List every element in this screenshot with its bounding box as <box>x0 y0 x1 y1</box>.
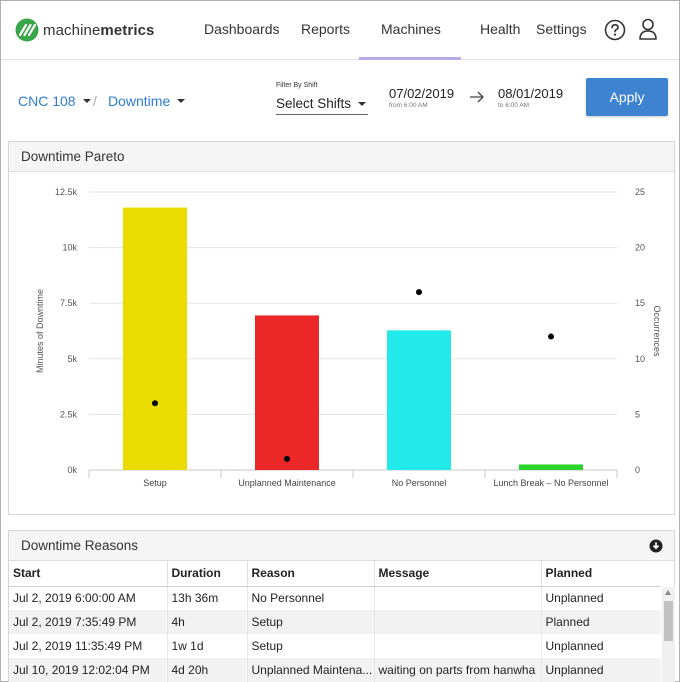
start-date[interactable]: 07/02/2019 <box>389 86 455 101</box>
table-row[interactable]: Jul 2, 2019 6:00:00 AM 13h 36m No Person… <box>9 586 661 610</box>
y-tick-label: 2.5k <box>60 409 78 419</box>
cell-duration: 4h <box>167 610 248 634</box>
bar-setup <box>123 207 187 470</box>
shift-select-value: Select Shifts <box>276 96 352 111</box>
cell-start: Jul 10, 2019 12:02:04 PM <box>9 658 168 682</box>
report-selector[interactable]: Downtime <box>108 93 186 109</box>
downtime-pareto-panel: Downtime Pareto 0k 2.5k 5k 7.5k 10k 12.5k 0 5 10… <box>8 141 675 515</box>
table-row[interactable]: Jul 2, 2019 7:35:49 PM 4h Setup Planned <box>9 610 661 634</box>
table-scrollbar[interactable] <box>662 587 675 682</box>
cell-duration: 1w 1d <box>167 634 248 658</box>
nav-machines[interactable]: Machines <box>381 21 441 37</box>
x-tick-label: No Personnel <box>392 478 447 488</box>
shift-filter-label: Filter By Shift <box>276 82 318 89</box>
cell-start: Jul 2, 2019 7:35:49 PM <box>9 610 168 634</box>
y2-tick-label: 5 <box>635 409 640 419</box>
column-header-duration[interactable]: Duration <box>167 561 248 587</box>
apply-button[interactable]: Apply <box>586 78 668 116</box>
chevron-down-icon <box>177 99 186 103</box>
cell-duration: 4d 20h <box>167 658 248 682</box>
occurrence-point <box>152 400 158 407</box>
downtime-reasons-table: Start Duration Reason Message Planned Ju… <box>9 561 661 682</box>
brand-name: machinemetrics <box>43 21 155 39</box>
cell-message: waiting on parts from hanwha <box>374 658 542 682</box>
y2-tick-label: 0 <box>635 465 640 475</box>
user-icon[interactable] <box>638 18 658 40</box>
cell-planned: Planned <box>541 610 661 634</box>
cell-message <box>374 634 542 658</box>
cell-message <box>374 586 542 610</box>
cell-message <box>374 610 542 634</box>
nav-active-indicator <box>359 57 461 60</box>
cell-planned: Unplanned <box>541 658 661 682</box>
column-header-planned[interactable]: Planned <box>541 561 661 587</box>
chevron-down-icon <box>358 102 366 106</box>
occurrence-point <box>416 289 422 296</box>
cell-reason: Setup <box>247 634 375 658</box>
y2-tick-label: 10 <box>635 354 645 364</box>
scrollbar-thumb[interactable] <box>664 601 673 641</box>
brand-logo[interactable]: machinemetrics <box>15 18 154 42</box>
panel-header: Downtime Reasons <box>9 531 674 561</box>
cell-duration: 13h 36m <box>167 586 248 610</box>
table-row[interactable]: Jul 10, 2019 12:02:04 PM 4d 20h Unplanne… <box>9 658 661 682</box>
x-tick-label: Unplanned Maintenance <box>238 478 336 488</box>
y2-tick-label: 25 <box>635 187 645 197</box>
nav-reports[interactable]: Reports <box>301 21 351 37</box>
end-date[interactable]: 08/01/2019 <box>498 86 564 101</box>
machinemetrics-logo-icon <box>15 18 39 42</box>
y2-axis-title: Occurrences <box>652 305 662 357</box>
cell-planned: Unplanned <box>545 591 604 606</box>
bar-no-personnel <box>387 330 451 470</box>
panel-title: Downtime Reasons <box>21 538 139 553</box>
breadcrumb-separator: / <box>93 93 97 109</box>
table-header-row: Start Duration Reason Message Planned <box>9 561 661 587</box>
bar-lunch-break-no-personnel <box>519 464 583 470</box>
end-time-note: to 6:00 AM <box>498 102 530 109</box>
cell-reason: Setup <box>247 610 375 634</box>
scroll-up-icon[interactable] <box>665 590 671 595</box>
nav-dashboards[interactable]: Dashboards <box>204 21 280 37</box>
y-tick-label: 5k <box>67 354 77 364</box>
cell-start: Jul 2, 2019 11:35:49 PM <box>9 634 168 658</box>
y-tick-label: 0k <box>67 465 77 475</box>
cell-start: Jul 2, 2019 6:00:00 AM <box>9 586 168 610</box>
pareto-chart: 0k 2.5k 5k 7.5k 10k 12.5k 0 5 10 15 20 25 Minutes of… <box>35 187 662 488</box>
y-tick-label: 7.5k <box>60 298 78 308</box>
y-axis-title: Minutes of Downtime <box>35 289 45 373</box>
y-tick-label: 12.5k <box>55 187 78 197</box>
x-tick-label: Lunch Break – No Personnel <box>493 478 608 488</box>
report-selector-label: Downtime <box>108 93 171 109</box>
panel-title: Downtime Pareto <box>9 142 674 172</box>
column-header-start[interactable]: Start <box>9 561 168 587</box>
arrow-right-icon <box>470 91 484 103</box>
occurrence-point <box>548 333 554 340</box>
nav-health[interactable]: Health <box>480 21 521 37</box>
bar-unplanned-maintenance <box>255 315 319 470</box>
top-navbar: machinemetrics Dashboards Reports Machin… <box>1 1 679 60</box>
y-tick-label: 10k <box>62 243 77 253</box>
y2-tick-label: 20 <box>635 243 645 253</box>
table-row[interactable]: Jul 2, 2019 11:35:49 PM 1w 1d Setup Unpl… <box>9 634 661 658</box>
nav-settings[interactable]: Settings <box>536 21 587 37</box>
shift-select[interactable]: Select Shifts <box>276 93 368 115</box>
occurrence-point <box>284 455 290 462</box>
downtime-reasons-panel: Downtime Reasons Start Duration Reason M… <box>8 530 675 682</box>
help-icon[interactable] <box>604 19 626 41</box>
filter-bar: CNC 108 / Downtime Filter By Shift Selec… <box>1 61 679 141</box>
column-header-reason[interactable]: Reason <box>247 561 375 587</box>
cell-reason: No Personnel <box>247 586 375 610</box>
y2-tick-label: 15 <box>635 298 645 308</box>
column-header-message[interactable]: Message <box>374 561 542 587</box>
x-tick-label: Setup <box>143 478 167 488</box>
download-circle-icon[interactable] <box>649 539 663 553</box>
cell-reason: Unplanned Maintena... <box>247 658 375 682</box>
machine-selector-label: CNC 108 <box>18 93 76 109</box>
cell-planned: Unplanned <box>545 639 604 653</box>
chevron-down-icon <box>82 99 91 103</box>
start-time-note: from 6:00 AM <box>389 102 428 109</box>
machine-selector[interactable]: CNC 108 <box>18 93 91 109</box>
